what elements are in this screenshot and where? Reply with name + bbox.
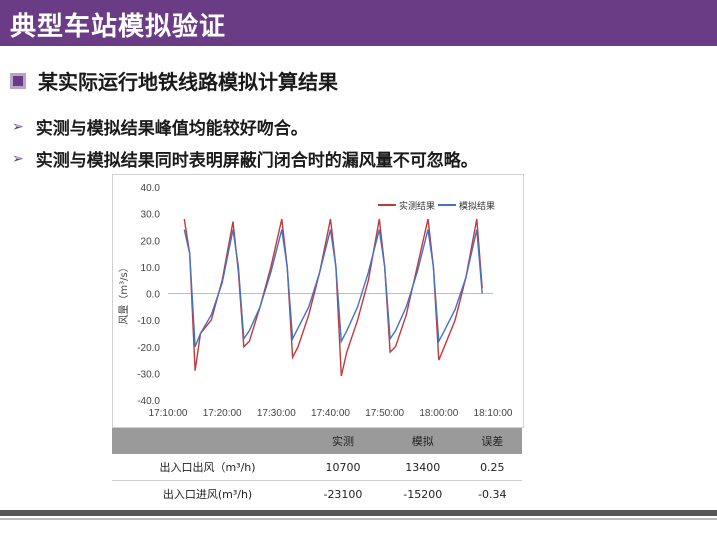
footer-bar bbox=[0, 510, 717, 516]
cell-error: -0.34 bbox=[478, 487, 507, 501]
cell-measured: -23100 bbox=[323, 487, 363, 501]
bullet-1-text: 实测与模拟结果峰值均能较好吻合。 bbox=[35, 119, 308, 139]
main-bullet-text: 某实际运行地铁线路模拟计算结果 bbox=[38, 70, 338, 94]
title-bar: 典型车站模拟验证 bbox=[0, 0, 717, 46]
x-tick-label: 17:30:00 bbox=[257, 408, 296, 419]
footer-stripe bbox=[0, 518, 717, 520]
square-bullet-icon bbox=[10, 72, 26, 89]
y-tick-label: -40.0 bbox=[137, 396, 160, 407]
cell-measured: 10700 bbox=[303, 454, 383, 481]
row-label: 出入口进风(m³/h) bbox=[162, 488, 253, 501]
y-tick-label: -10.0 bbox=[137, 316, 160, 327]
chart-frame: 40.0 30.0 20.0 10.0 0.0 -10.0 -20.0 -30.0 -40.0 1… bbox=[112, 174, 524, 428]
cell-simulated: 13400 bbox=[382, 454, 463, 481]
y-tick-label: -30.0 bbox=[137, 369, 160, 380]
arrow-bullet-icon: ➢ bbox=[12, 118, 24, 135]
y-axis-label: 风量（m³/s） bbox=[118, 262, 130, 324]
table-header-blank bbox=[112, 428, 304, 454]
x-tick-label: 17:10:00 bbox=[149, 408, 188, 419]
x-tick-label: 17:50:00 bbox=[365, 408, 404, 419]
y-tick-label: 40.0 bbox=[141, 183, 161, 194]
x-tick-label: 17:20:00 bbox=[203, 408, 242, 419]
bullet-2: ➢ 实测与模拟结果同时表明屏蔽门闭合时的漏风量不可忽略。 bbox=[12, 146, 478, 172]
cell-simulated: -15200 bbox=[403, 487, 443, 501]
arrow-bullet-icon: ➢ bbox=[12, 150, 24, 167]
y-tick-label: -20.0 bbox=[137, 343, 160, 354]
table-row: 出入口出风（m³/h) 10700 13400 0.25 bbox=[112, 454, 522, 481]
series-line-measured bbox=[183, 218, 483, 377]
main-bullet: 某实际运行地铁线路模拟计算结果 bbox=[10, 66, 338, 95]
table-header-measured: 实测 bbox=[303, 428, 383, 454]
row-label: 出入口出风（m³/h) bbox=[112, 454, 304, 481]
cell-error: 0.25 bbox=[462, 454, 522, 481]
y-tick-label: 30.0 bbox=[141, 210, 161, 221]
slide-title: 典型车站模拟验证 bbox=[10, 12, 227, 42]
legend-label: 实测结果 bbox=[399, 200, 435, 212]
airflow-chart: 40.030.020.010.00.0-10.0-20.0-30.0-40.01… bbox=[118, 183, 513, 419]
table-row: 出入口进风(m³/h) -23100 -15200 -0.34 bbox=[112, 481, 522, 508]
table-header-error: 误差 bbox=[462, 428, 522, 454]
bullet-1: ➢ 实测与模拟结果峰值均能较好吻合。 bbox=[12, 114, 308, 140]
y-tick-label: 0.0 bbox=[146, 290, 160, 301]
x-tick-label: 17:40:00 bbox=[311, 408, 350, 419]
series-line-simulated bbox=[183, 229, 483, 348]
results-table: 实测 模拟 误差 出入口出风（m³/h) 10700 13400 0.25 出入… bbox=[112, 428, 522, 507]
table-header-simulated: 模拟 bbox=[382, 428, 463, 454]
x-tick-label: 18:10:00 bbox=[474, 408, 513, 419]
legend-label: 模拟结果 bbox=[459, 200, 495, 212]
bullet-2-text: 实测与模拟结果同时表明屏蔽门闭合时的漏风量不可忽略。 bbox=[35, 151, 478, 171]
y-tick-label: 20.0 bbox=[141, 236, 161, 247]
y-tick-label: 10.0 bbox=[141, 263, 161, 274]
x-tick-label: 18:00:00 bbox=[419, 408, 458, 419]
